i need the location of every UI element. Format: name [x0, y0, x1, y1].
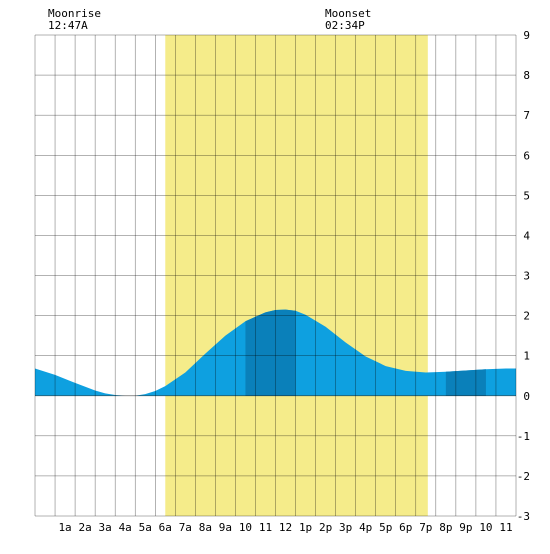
y-tick-label: 6 [523, 149, 530, 162]
x-tick-label: 6p [399, 521, 412, 534]
x-tick-label: 7a [179, 521, 192, 534]
x-tick-label: 1a [58, 521, 71, 534]
y-tick-label: 1 [523, 350, 530, 363]
y-tick-label: 4 [523, 229, 530, 242]
x-tick-label: 9p [459, 521, 472, 534]
x-tick-label: 8p [439, 521, 452, 534]
y-tick-label: 3 [523, 270, 530, 283]
moonrise-time: 12:47A [48, 19, 88, 32]
moonset-time: 02:34P [325, 19, 365, 32]
x-tick-label: 12 [279, 521, 292, 534]
tide-area-shade-2 [445, 369, 486, 396]
y-tick-label: 2 [523, 310, 530, 323]
x-tick-label: 5a [139, 521, 152, 534]
x-tick-label: 3a [99, 521, 112, 534]
moonset-title: Moonset [325, 7, 372, 20]
y-tick-label: -2 [517, 470, 530, 483]
x-tick-label: 1p [299, 521, 312, 534]
y-tick-label: 8 [523, 69, 530, 82]
x-tick-label: 4a [119, 521, 132, 534]
x-tick-label: 6a [159, 521, 172, 534]
x-tick-label: 3p [339, 521, 352, 534]
x-tick-label: 2p [319, 521, 332, 534]
y-tick-label: -3 [517, 510, 530, 523]
x-tick-label: 8a [199, 521, 212, 534]
moonrise-title: Moonrise [48, 7, 101, 20]
x-tick-label: 11 [499, 521, 512, 534]
y-tick-label: -1 [517, 430, 530, 443]
x-tick-label: 10 [239, 521, 252, 534]
x-tick-label: 5p [379, 521, 392, 534]
y-tick-label: 5 [523, 189, 530, 202]
x-tick-label: 11 [259, 521, 272, 534]
x-tick-label: 10 [479, 521, 492, 534]
y-tick-label: 0 [523, 390, 530, 403]
x-tick-label: 7p [419, 521, 432, 534]
tide-area-shade-1 [245, 309, 296, 396]
x-tick-label: 2a [78, 521, 91, 534]
x-tick-label: 9a [219, 521, 232, 534]
y-tick-label: 9 [523, 29, 530, 42]
y-tick-label: 7 [523, 109, 530, 122]
x-tick-label: 4p [359, 521, 372, 534]
